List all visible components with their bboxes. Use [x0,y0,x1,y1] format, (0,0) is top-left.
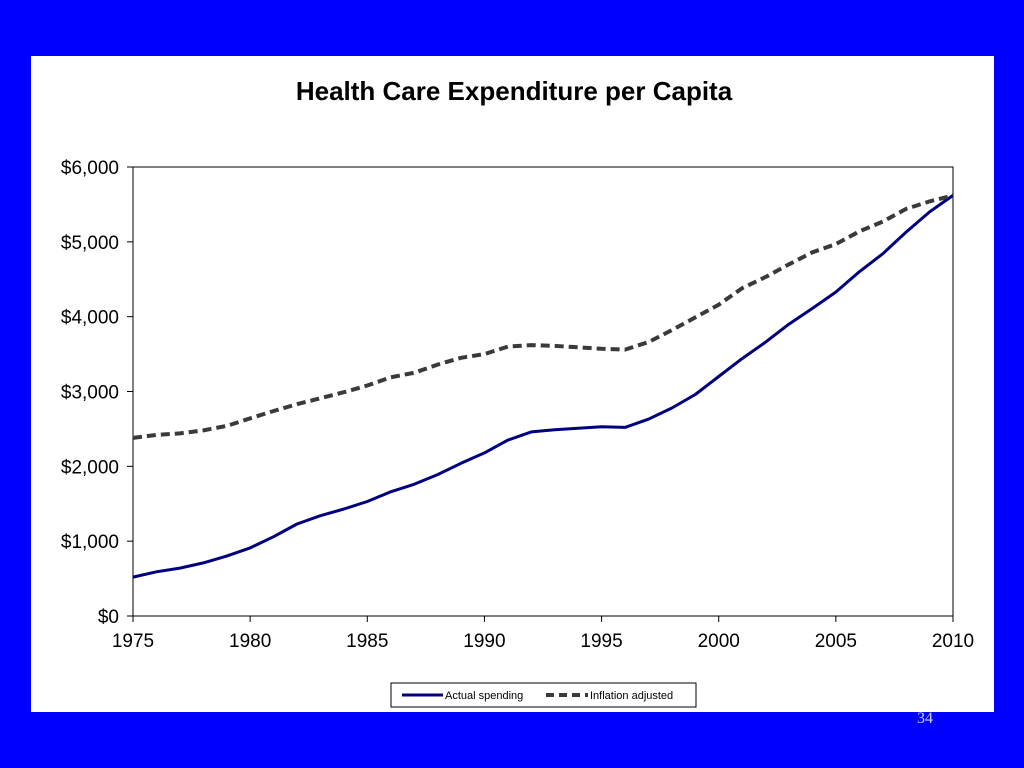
y-tick-label: $1,000 [61,532,119,553]
y-tick-label: $3,000 [61,383,119,404]
legend-label-inflation: Inflation adjusted [590,690,673,702]
y-tick-label: $6,000 [61,158,119,179]
chart-title: Health Care Expenditure per Capita [296,76,733,106]
y-tick-label: $5,000 [61,233,119,254]
legend: Actual spending Inflation adjusted [390,682,697,708]
line-chart: Health Care Expenditure per Capita $0 $1,… [61,76,974,708]
plot-area [132,166,954,617]
series-layer [132,193,954,579]
legend-label-actual: Actual spending [445,690,523,702]
y-tick-label: $0 [98,607,119,628]
series-line-inflation-adjusted [132,193,954,440]
x-tick-label: 2005 [815,631,857,652]
legend-box [390,682,697,708]
y-tick-label: $4,000 [61,308,119,329]
x-tick-label: 1995 [580,631,622,652]
x-tick-label: 2000 [698,631,740,652]
chart-panel: Health Care Expenditure per Capita $0 $1,… [31,56,994,712]
slide-page-number: 34 [917,710,933,727]
x-tick-label: 1990 [463,631,505,652]
x-tick-label: 1975 [112,631,154,652]
x-tick-label: 2010 [932,631,974,652]
y-axis: $0 $1,000 $2,000 $3,000 $4,000 $5,000 $6,000 [61,158,133,628]
x-tick-label: 1985 [346,631,388,652]
x-tick-label: 1980 [229,631,271,652]
series-line-actual-spending [132,194,954,579]
x-axis: 1975 1980 1985 1990 1995 2000 2005 2010 [112,616,974,652]
y-tick-label: $2,000 [61,457,119,478]
